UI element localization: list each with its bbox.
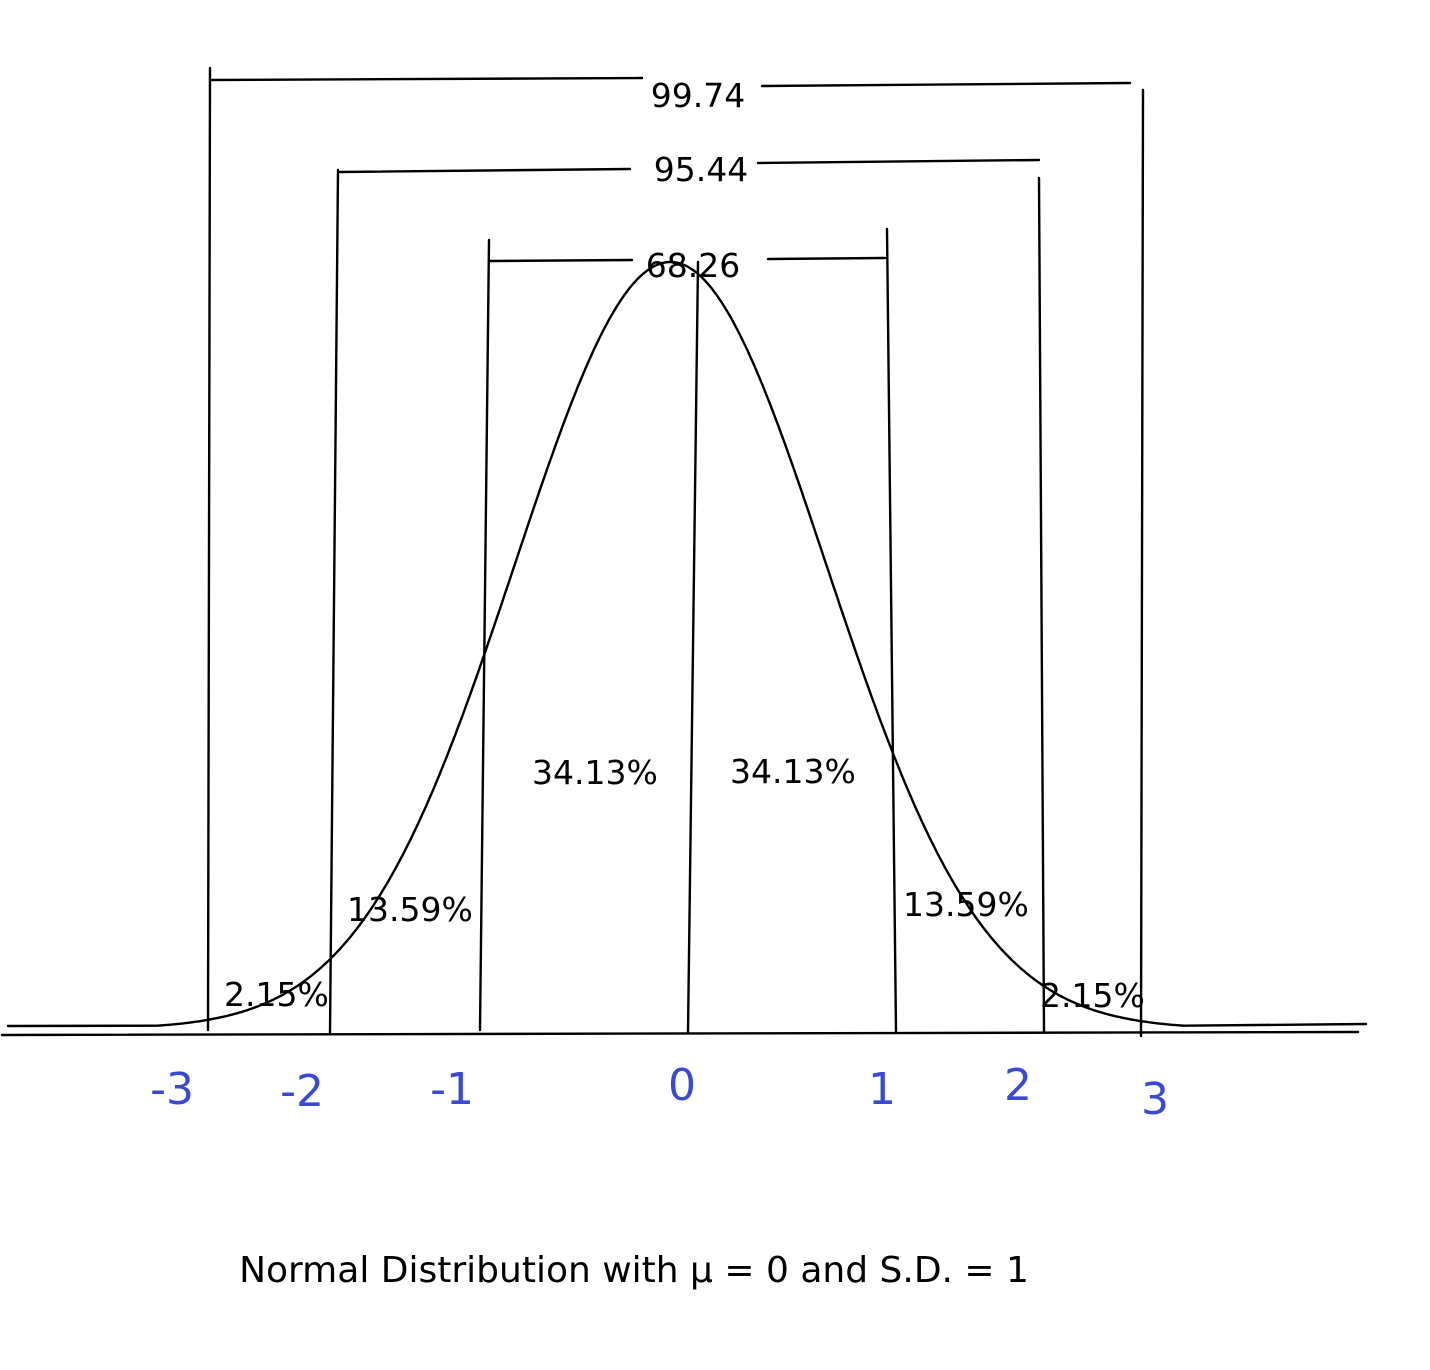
axis-label-2: 2: [1004, 1060, 1032, 1111]
boundary-line-0: [686, 260, 700, 1034]
bracket-99-74-label: 99.74: [651, 76, 745, 115]
region-pct-plus2-to-plus3: 2.15%: [1040, 976, 1145, 1015]
boundary-line-plus-2: [1037, 176, 1046, 1034]
boundary-lines: [206, 66, 1145, 1038]
bracket-68-26-right-line: [766, 256, 887, 261]
diagram-caption: Normal Distribution with μ = 0 and S.D. …: [239, 1250, 1029, 1291]
axis-tick-labels: -3 -2 -1 0 1 2 3: [150, 1060, 1169, 1125]
boundary-line-minus-1: [478, 238, 491, 1032]
axis-label-0: 0: [668, 1060, 696, 1111]
region-pct-minus1-to-0: 34.13%: [532, 753, 658, 792]
bell-curve: [6, 260, 1368, 1028]
boundary-line-minus-2: [328, 168, 340, 1035]
bracket-68-26: 68.26: [488, 246, 887, 285]
region-pct-minus2-to-minus1: 13.59%: [347, 890, 473, 929]
axis-label-3: 3: [1141, 1074, 1169, 1125]
region-pct-minus3-to-minus2: 2.15%: [224, 975, 329, 1014]
x-axis-line: [0, 1030, 1360, 1037]
axis-label-1: 1: [868, 1064, 896, 1115]
bracket-95-44: 95.44: [338, 150, 1041, 189]
axis-label-minus-2: -2: [280, 1066, 324, 1117]
region-pct-0-to-plus1: 34.13%: [730, 752, 856, 791]
boundary-line-plus-3: [1139, 88, 1145, 1038]
bracket-95-44-right-line: [756, 158, 1041, 165]
boundary-line-plus-1: [885, 227, 898, 1034]
axis-label-minus-1: -1: [430, 1064, 474, 1115]
bracket-99-74-left-line: [208, 76, 644, 82]
bracket-99-74: 99.74: [208, 76, 1132, 115]
bracket-95-44-label: 95.44: [654, 150, 748, 189]
boundary-line-minus-3: [206, 66, 212, 1032]
bracket-99-74-right-line: [760, 81, 1132, 88]
bracket-68-26-label: 68.26: [646, 246, 740, 285]
bracket-95-44-left-line: [338, 167, 632, 174]
axis-label-minus-3: -3: [150, 1064, 194, 1115]
bracket-68-26-left-line: [488, 258, 634, 263]
region-pct-plus1-to-plus2: 13.59%: [903, 885, 1029, 924]
